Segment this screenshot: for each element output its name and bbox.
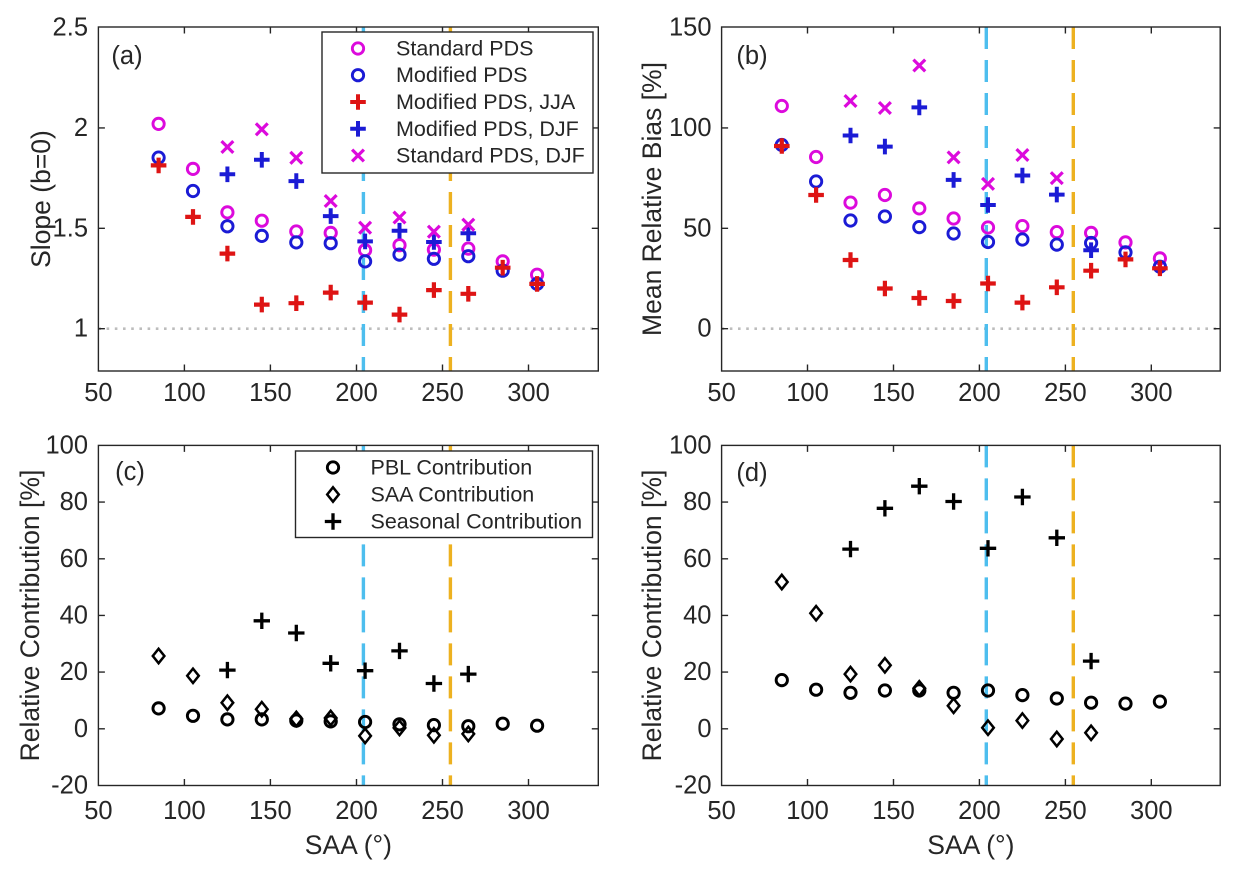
svg-text:150: 150: [249, 379, 292, 407]
svg-text:2.5: 2.5: [53, 14, 88, 42]
svg-text:250: 250: [1044, 797, 1087, 825]
svg-text:20: 20: [683, 658, 711, 686]
svg-text:50: 50: [84, 797, 112, 825]
svg-text:(a): (a): [111, 42, 142, 70]
svg-text:20: 20: [60, 658, 88, 686]
svg-text:Modified PDS, DJF: Modified PDS, DJF: [396, 117, 579, 141]
svg-text:100: 100: [669, 114, 712, 142]
svg-text:150: 150: [872, 797, 915, 825]
svg-text:60: 60: [60, 545, 88, 573]
svg-text:(b): (b): [736, 42, 767, 70]
svg-text:200: 200: [335, 379, 378, 407]
svg-text:100: 100: [45, 431, 88, 459]
svg-text:0: 0: [697, 315, 711, 343]
svg-text:1: 1: [74, 315, 88, 343]
svg-text:Relative Contribution [%]: Relative Contribution [%]: [637, 470, 667, 762]
svg-text:150: 150: [872, 379, 915, 407]
svg-text:Modified PDS, JJA: Modified PDS, JJA: [396, 90, 576, 114]
svg-text:SAA Contribution: SAA Contribution: [371, 483, 535, 507]
svg-text:2: 2: [74, 114, 88, 142]
svg-text:(d): (d): [736, 459, 767, 487]
svg-text:80: 80: [683, 488, 711, 516]
svg-text:300: 300: [1130, 797, 1173, 825]
svg-text:50: 50: [707, 379, 735, 407]
svg-text:-20: -20: [675, 772, 712, 800]
svg-text:300: 300: [1130, 379, 1173, 407]
svg-text:Slope (b=0): Slope (b=0): [26, 130, 56, 268]
svg-text:0: 0: [697, 715, 711, 743]
svg-text:1.5: 1.5: [53, 214, 88, 242]
svg-text:300: 300: [507, 797, 550, 825]
svg-text:50: 50: [683, 214, 711, 242]
svg-text:100: 100: [163, 379, 206, 407]
svg-text:Modified PDS: Modified PDS: [396, 63, 527, 87]
svg-text:250: 250: [421, 379, 464, 407]
svg-text:250: 250: [1044, 379, 1087, 407]
svg-text:Seasonal Contribution: Seasonal Contribution: [371, 510, 583, 534]
svg-text:SAA (°): SAA (°): [927, 830, 1014, 860]
svg-text:60: 60: [683, 545, 711, 573]
svg-text:100: 100: [163, 797, 206, 825]
svg-text:SAA (°): SAA (°): [305, 830, 392, 860]
svg-text:-20: -20: [51, 772, 88, 800]
svg-text:50: 50: [707, 797, 735, 825]
svg-text:200: 200: [958, 379, 1001, 407]
svg-text:PBL Contribution: PBL Contribution: [371, 456, 533, 480]
svg-text:0: 0: [74, 715, 88, 743]
svg-text:150: 150: [249, 797, 292, 825]
svg-text:80: 80: [60, 488, 88, 516]
svg-text:100: 100: [669, 431, 712, 459]
svg-text:40: 40: [60, 601, 88, 629]
svg-text:300: 300: [507, 379, 550, 407]
svg-text:40: 40: [683, 601, 711, 629]
svg-text:250: 250: [421, 797, 464, 825]
svg-text:Standard PDS, DJF: Standard PDS, DJF: [396, 144, 585, 168]
svg-text:150: 150: [669, 14, 712, 42]
svg-text:50: 50: [84, 379, 112, 407]
svg-text:200: 200: [335, 797, 378, 825]
svg-text:Relative Contribution [%]: Relative Contribution [%]: [15, 470, 45, 762]
svg-text:Standard PDS: Standard PDS: [396, 37, 533, 61]
svg-text:200: 200: [958, 797, 1001, 825]
svg-text:(c): (c): [115, 458, 145, 486]
svg-text:100: 100: [786, 797, 829, 825]
svg-text:Mean Relative Bias [%]: Mean Relative Bias [%]: [637, 62, 667, 336]
svg-text:100: 100: [786, 379, 829, 407]
